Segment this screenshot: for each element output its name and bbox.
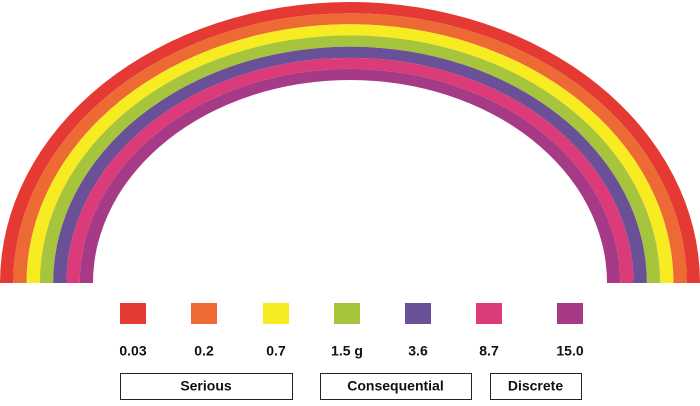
band-label: 8.7 xyxy=(479,343,499,359)
group-box xyxy=(120,373,293,400)
color-swatch xyxy=(191,303,217,324)
color-swatch xyxy=(405,303,431,324)
color-swatch xyxy=(476,303,502,324)
group-label: Serious xyxy=(180,378,232,394)
color-swatch xyxy=(557,303,583,324)
group-label: Discrete xyxy=(508,378,563,394)
group-label: Consequential xyxy=(347,378,443,394)
band-label: 0.03 xyxy=(119,343,146,359)
color-swatch xyxy=(263,303,289,324)
band-label: 3.6 xyxy=(408,343,428,359)
band-label: 0.7 xyxy=(266,343,286,359)
band-label: 15.0 xyxy=(556,343,583,359)
color-swatch xyxy=(120,303,146,324)
group-box xyxy=(320,373,472,400)
color-swatch xyxy=(334,303,360,324)
group-box xyxy=(490,373,582,400)
band-label: 1.5 g xyxy=(331,343,363,359)
band-label: 0.2 xyxy=(194,343,214,359)
